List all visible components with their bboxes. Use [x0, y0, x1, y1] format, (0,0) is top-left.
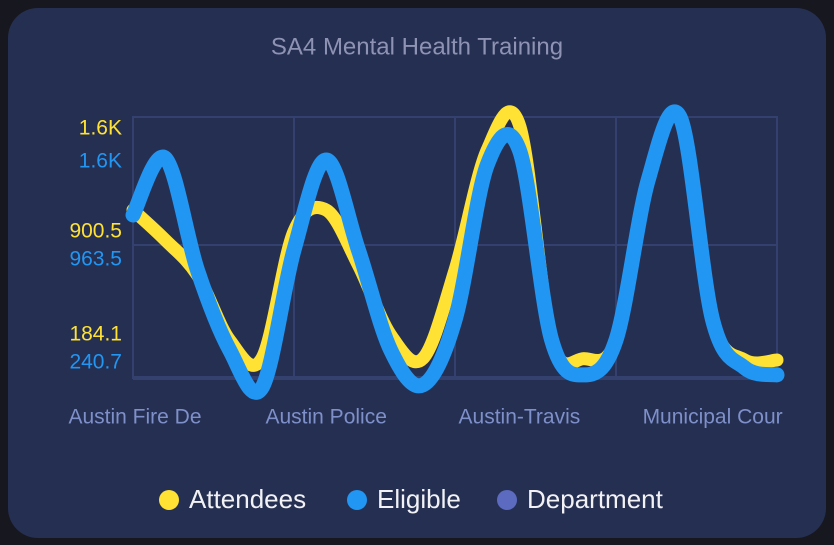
y-tick-label: 900.5	[69, 220, 122, 243]
x-tick-label: Austin Fire De	[68, 406, 201, 429]
legend-label: Attendees	[189, 484, 306, 514]
legend-marker	[347, 490, 367, 510]
x-tick-label: Municipal Cour	[643, 406, 783, 429]
y-tick-label: 240.7	[69, 350, 122, 373]
chart-title: SA4 Mental Health Training	[271, 33, 563, 60]
legend-label: Department	[527, 484, 664, 514]
y-tick-label: 184.1	[69, 323, 122, 346]
legend-marker	[159, 490, 179, 510]
legend-marker	[497, 490, 517, 510]
x-tick-label: Austin-Travis	[459, 406, 581, 429]
y-tick-label: 1.6K	[79, 150, 122, 173]
y-tick-label: 963.5	[69, 248, 122, 271]
legend-label: Eligible	[377, 484, 461, 514]
series-line	[125, 104, 785, 400]
card	[8, 8, 826, 538]
y-tick-label: 1.6K	[79, 116, 122, 139]
x-tick-label: Austin Police	[265, 406, 386, 429]
